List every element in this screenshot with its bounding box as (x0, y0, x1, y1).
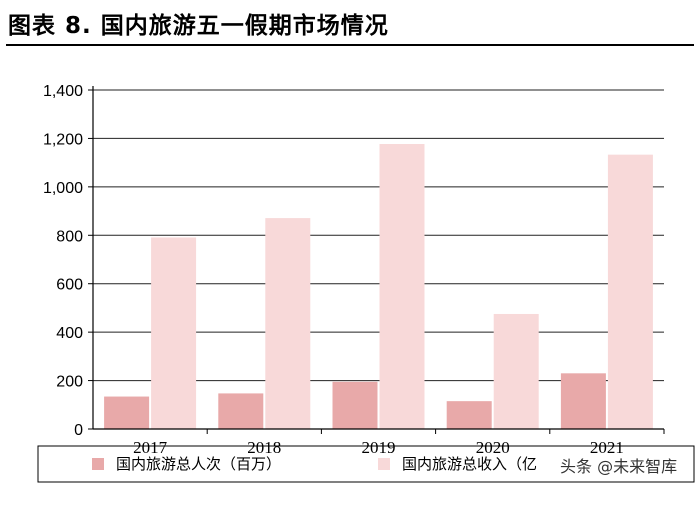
legend-box (37, 445, 695, 483)
bar-series-1-2021 (560, 373, 606, 429)
y-tick-label: 0 (74, 422, 83, 439)
x-tick-label: 2017 (133, 438, 168, 457)
x-tick-label: 2021 (590, 438, 624, 457)
y-tick-label: 1,400 (43, 83, 83, 100)
y-tick-label: 1,200 (43, 131, 83, 148)
legend-label-series-1: 国内旅游总人次（百万） (116, 455, 281, 473)
title-divider (6, 44, 694, 46)
y-tick-label: 1,000 (43, 180, 83, 197)
x-tick-label: 2019 (362, 438, 396, 457)
bar-series-2-2020 (493, 313, 539, 429)
y-tick-label: 600 (56, 277, 83, 294)
y-tick-label: 200 (56, 374, 83, 391)
bar-series-1-2019 (332, 381, 378, 429)
x-tick-label: 2018 (247, 438, 281, 457)
legend-label-series-2: 国内旅游总收入（亿 (402, 455, 537, 473)
chart-title: 图表 8. 国内旅游五一假期市场情况 (8, 13, 389, 39)
bar-series-1-2020 (446, 401, 492, 429)
bar-series-1-2018 (218, 393, 264, 429)
bar-series-2-2018 (265, 218, 311, 429)
bar-series-1-2017 (104, 396, 150, 429)
bars (104, 143, 653, 429)
bar-series-2-2017 (151, 237, 197, 429)
x-tick-label: 2020 (476, 438, 510, 457)
bar-series-2-2021 (607, 154, 653, 429)
watermark-text: 头条 @未来智库 (560, 457, 677, 476)
legend-swatch-series-1 (92, 458, 104, 470)
y-tick-label: 400 (56, 325, 83, 342)
legend-swatch-series-2 (378, 458, 390, 470)
x-axis-ticks: 2017 2018 2019 2020 2021 (133, 429, 665, 457)
bar-series-2-2019 (379, 143, 425, 429)
y-tick-label: 800 (56, 228, 83, 245)
y-axis-ticks: 0 200 400 600 800 1,000 1,200 1,400 (43, 83, 83, 439)
